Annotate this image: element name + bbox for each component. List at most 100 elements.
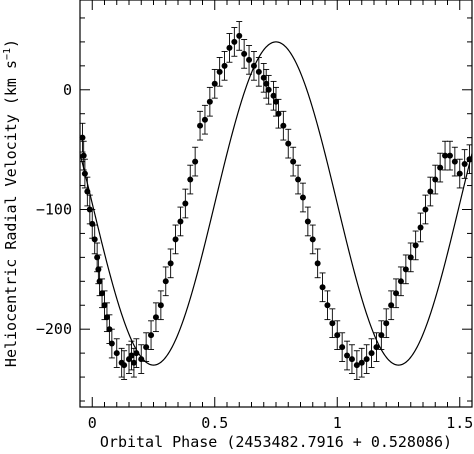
data-point bbox=[95, 266, 102, 273]
data-point bbox=[309, 236, 316, 243]
data-point bbox=[407, 254, 414, 261]
data-point bbox=[324, 302, 331, 309]
data-point bbox=[138, 356, 145, 363]
axis-ticks bbox=[79, 0, 473, 407]
data-point bbox=[432, 176, 439, 183]
data-point bbox=[130, 359, 137, 366]
data-point bbox=[162, 278, 169, 285]
data-point bbox=[128, 352, 135, 359]
data-point bbox=[152, 314, 159, 321]
data-point bbox=[402, 266, 409, 273]
data-point bbox=[250, 62, 257, 69]
data-point bbox=[437, 164, 444, 171]
data-point bbox=[216, 68, 223, 75]
data-point bbox=[84, 188, 91, 195]
data-point bbox=[412, 242, 419, 249]
data-point bbox=[353, 362, 360, 369]
data-point bbox=[206, 98, 213, 105]
data-point bbox=[177, 218, 184, 225]
x-tick-label: 0.5 bbox=[201, 414, 228, 432]
data-point bbox=[422, 206, 429, 213]
data-point bbox=[255, 68, 262, 75]
data-point bbox=[358, 359, 365, 366]
data-point bbox=[446, 152, 453, 159]
data-point bbox=[86, 206, 93, 213]
data-point bbox=[260, 74, 267, 81]
data-point bbox=[226, 44, 233, 51]
data-point bbox=[383, 320, 390, 327]
error-bars bbox=[79, 21, 473, 380]
data-point bbox=[275, 110, 282, 117]
data-point bbox=[339, 344, 346, 351]
data-point bbox=[201, 116, 208, 123]
y-axis-title: Heliocentric Radial Velocity (km s−1) bbox=[2, 39, 20, 367]
data-point bbox=[96, 278, 103, 285]
data-point bbox=[143, 344, 150, 351]
y-axis-title-suffix: ) bbox=[2, 39, 20, 48]
data-point bbox=[378, 332, 385, 339]
data-point bbox=[397, 278, 404, 285]
data-point bbox=[334, 332, 341, 339]
data-point bbox=[241, 50, 248, 57]
x-axis-title: Orbital Phase (2453482.7916 + 0.528086) bbox=[100, 433, 452, 451]
data-point bbox=[94, 254, 101, 261]
data-point bbox=[368, 350, 375, 357]
data-point bbox=[363, 356, 370, 363]
data-point bbox=[456, 170, 463, 177]
model-curve bbox=[79, 41, 473, 366]
data-point bbox=[80, 152, 87, 159]
data-point bbox=[388, 302, 395, 309]
data-point bbox=[133, 350, 140, 357]
data-point bbox=[273, 98, 279, 105]
data-point bbox=[197, 122, 204, 129]
data-point bbox=[344, 352, 351, 359]
y-axis-title-main: Heliocentric Radial Velocity (km s bbox=[2, 60, 20, 367]
data-point bbox=[466, 156, 473, 163]
y-tick-label: −100 bbox=[36, 200, 72, 218]
data-point bbox=[221, 62, 228, 69]
data-point bbox=[236, 32, 243, 39]
data-point bbox=[113, 350, 120, 357]
data-point bbox=[172, 236, 179, 243]
data-point bbox=[167, 260, 174, 267]
data-point bbox=[265, 86, 272, 93]
x-tick-label: 0 bbox=[88, 414, 97, 432]
data-point bbox=[393, 290, 400, 297]
y-tick-labels: 0 −100 −200 bbox=[36, 81, 72, 338]
x-tick-labels: 0 0.5 1 1.5 bbox=[88, 414, 474, 432]
x-tick-label: 1.5 bbox=[446, 414, 473, 432]
data-point bbox=[295, 176, 302, 183]
data-point bbox=[246, 56, 253, 63]
data-point bbox=[182, 200, 189, 207]
data-point bbox=[319, 284, 326, 291]
data-point bbox=[299, 194, 306, 201]
data-point bbox=[89, 220, 96, 227]
data-point bbox=[121, 362, 128, 369]
data-point bbox=[285, 140, 292, 147]
data-point bbox=[81, 170, 88, 177]
data-point bbox=[290, 158, 297, 165]
data-point bbox=[103, 314, 110, 321]
data-point bbox=[417, 224, 424, 231]
y-axis-title-superscript: −1 bbox=[2, 48, 13, 60]
data-point bbox=[99, 290, 106, 297]
data-point bbox=[442, 152, 449, 159]
data-point bbox=[148, 332, 155, 339]
data-point bbox=[106, 326, 113, 333]
data-point bbox=[461, 160, 468, 167]
data-points bbox=[79, 32, 473, 369]
data-point bbox=[101, 302, 108, 309]
data-point bbox=[108, 340, 115, 347]
data-point bbox=[211, 80, 218, 87]
y-tick-label: 0 bbox=[63, 81, 72, 99]
data-point bbox=[263, 80, 270, 87]
data-point bbox=[187, 176, 194, 183]
plot-frame bbox=[79, 0, 473, 408]
data-point bbox=[304, 218, 311, 225]
x-tick-label: 1 bbox=[333, 414, 342, 432]
data-point bbox=[79, 134, 86, 141]
data-point bbox=[451, 158, 458, 165]
data-point bbox=[192, 158, 199, 165]
data-point bbox=[314, 260, 321, 267]
